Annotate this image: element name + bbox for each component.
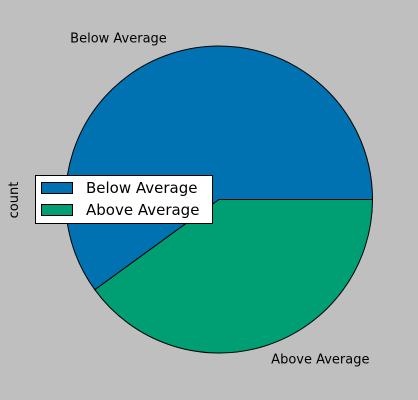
legend-item-above-average: Above Average xyxy=(41,201,199,219)
legend-label: Above Average xyxy=(86,201,199,219)
y-axis-label: count xyxy=(7,182,22,219)
legend-item-below-average: Below Average xyxy=(41,179,198,197)
legend-label: Below Average xyxy=(86,179,198,197)
legend-swatch xyxy=(41,182,73,194)
legend-swatch xyxy=(41,204,73,216)
slice-label: Above Average xyxy=(271,353,369,368)
slice-label: Below Average xyxy=(70,31,167,46)
legend: Below Average Above Average xyxy=(35,175,213,224)
